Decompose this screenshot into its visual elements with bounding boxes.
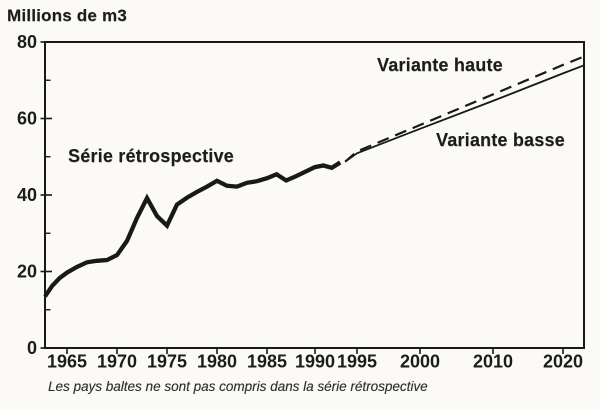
y-tick-label: 60 <box>17 109 37 129</box>
plot-border <box>44 41 585 349</box>
x-tick-label: 2020 <box>543 352 583 372</box>
y-tick-label: 80 <box>17 32 37 52</box>
x-tick-label: 2000 <box>400 352 440 372</box>
y-tick-label: 40 <box>17 185 37 205</box>
x-tick-label: 1985 <box>247 352 287 372</box>
y-tick-label: 0 <box>27 338 37 358</box>
series-line-variante-basse <box>344 64 585 163</box>
y-tick-label: 20 <box>17 262 37 282</box>
x-tick-label: 1995 <box>337 352 377 372</box>
series-line-retrospective <box>43 160 342 298</box>
x-tick-label: 1975 <box>147 352 187 372</box>
x-tick-label: 1970 <box>97 352 137 372</box>
series-label-variante-basse: Variante basse <box>436 130 565 150</box>
series-label-retrospective: Série rétrospective <box>68 146 234 166</box>
x-tick-label: 1980 <box>197 352 237 372</box>
chart-footnote: Les pays baltes ne sont pas compris dans… <box>48 379 428 394</box>
chart-title: Millions de m3 <box>7 6 127 25</box>
series-label-variante-haute: Variante haute <box>377 55 503 75</box>
x-tick-label: 1965 <box>47 352 87 372</box>
x-tick-label: 2010 <box>473 352 513 372</box>
series-line-variante-haute <box>344 55 585 163</box>
x-tick-label: 1990 <box>295 352 335 372</box>
